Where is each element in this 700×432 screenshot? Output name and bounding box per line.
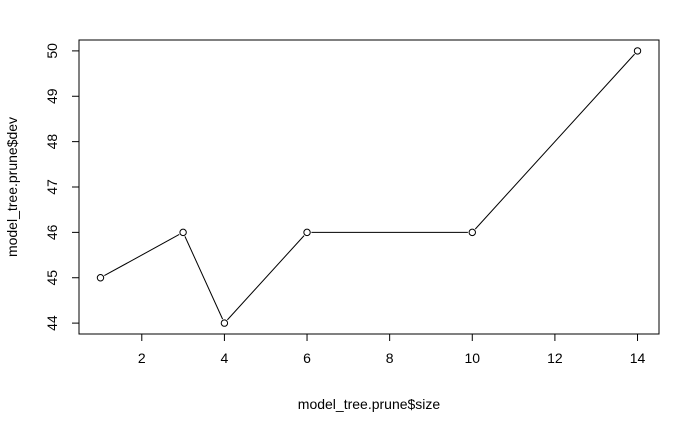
y-axis-label: model_tree.prune$dev (4, 117, 20, 257)
y-tick-label: 48 (44, 134, 60, 150)
data-point (220, 319, 229, 327)
y-tick-label: 46 (44, 224, 60, 240)
data-point (96, 274, 105, 282)
y-tick-label: 50 (44, 43, 60, 59)
y-axis: 44 45 46 47 48 49 50 (44, 43, 80, 331)
x-tick-label: 6 (303, 350, 311, 366)
x-tick-label: 2 (138, 350, 146, 366)
y-tick-label: 49 (44, 88, 60, 104)
y-tick-label: 45 (44, 270, 60, 286)
x-tick-label: 8 (386, 350, 394, 366)
x-tick-label: 10 (464, 350, 480, 366)
x-tick-label: 14 (630, 350, 646, 366)
x-axis-label: model_tree.prune$size (298, 396, 441, 412)
data-point (179, 228, 187, 237)
line-segment (227, 235, 305, 321)
y-tick-label: 44 (44, 315, 60, 331)
line-segment (474, 53, 635, 230)
plot-box (78, 39, 660, 335)
line-segment (184, 236, 224, 320)
data-point (468, 228, 476, 237)
line-segment (104, 234, 180, 277)
x-tick-label: 12 (547, 350, 563, 366)
x-axis: 2 4 6 8 10 12 14 (138, 333, 646, 366)
x-tick-label: 4 (221, 350, 229, 366)
y-tick-label: 47 (44, 179, 60, 195)
data-series (96, 47, 642, 327)
data-point (303, 228, 311, 237)
data-point (633, 47, 642, 55)
